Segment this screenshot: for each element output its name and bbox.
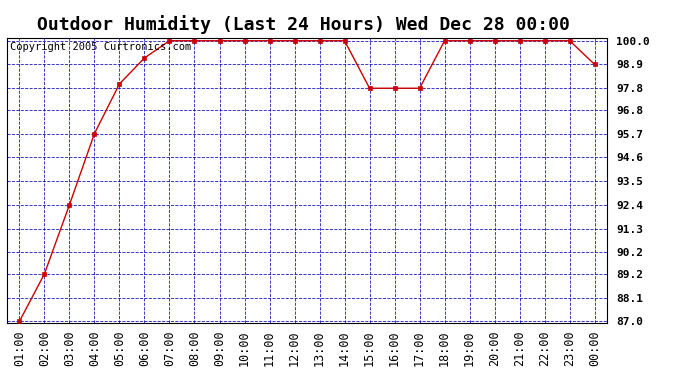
Text: Copyright 2005 Curtronics.com: Copyright 2005 Curtronics.com: [10, 42, 191, 52]
Text: Outdoor Humidity (Last 24 Hours) Wed Dec 28 00:00: Outdoor Humidity (Last 24 Hours) Wed Dec…: [37, 15, 570, 34]
